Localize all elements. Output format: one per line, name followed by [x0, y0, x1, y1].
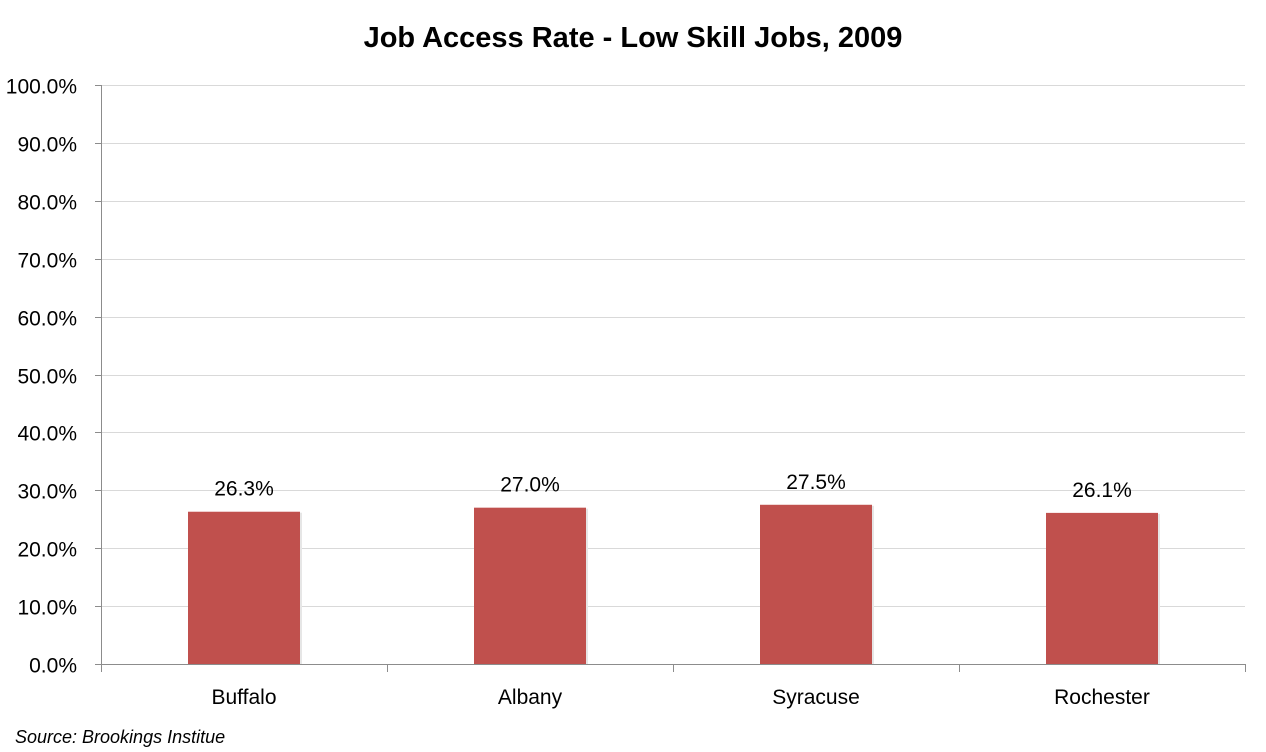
- bars: [188, 504, 1160, 664]
- data-label: 27.5%: [786, 471, 846, 494]
- data-label: 27.0%: [500, 474, 560, 497]
- data-label: 26.3%: [214, 478, 274, 501]
- bar-syracuse: [760, 504, 872, 664]
- data-label: 26.1%: [1072, 479, 1132, 502]
- x-tick-label: Rochester: [1054, 686, 1150, 709]
- x-tick-label: Buffalo: [212, 686, 277, 709]
- y-tick-label: 0.0%: [29, 655, 77, 678]
- bar-buffalo: [188, 511, 300, 664]
- y-tick-label: 100.0%: [6, 76, 77, 99]
- y-tick-labels: 0.0% 10.0% 20.0% 30.0% 40.0% 50.0% 60.0% 70.0% 8…: [6, 76, 77, 678]
- x-tick-labels: Buffalo Albany Syracuse Rochester: [212, 686, 1150, 709]
- y-tick-label: 80.0%: [17, 192, 77, 215]
- bar-albany: [474, 507, 586, 664]
- y-tick-label: 90.0%: [17, 134, 77, 157]
- bar-rochester: [1046, 512, 1158, 664]
- y-tick-label: 20.0%: [17, 539, 77, 562]
- y-tick-label: 60.0%: [17, 308, 77, 331]
- gridlines: [101, 85, 1245, 607]
- y-tick-label: 40.0%: [17, 423, 77, 446]
- y-tick-label: 30.0%: [17, 481, 77, 504]
- source-note: Source: Brookings Institue: [15, 727, 226, 747]
- y-tick-label: 10.0%: [17, 597, 77, 620]
- chart-title: Job Access Rate - Low Skill Jobs, 2009: [363, 22, 903, 54]
- x-tick-label: Syracuse: [772, 686, 860, 709]
- data-labels: 26.3% 27.0% 27.5% 26.1%: [214, 471, 1132, 502]
- axes: [95, 85, 1246, 672]
- y-tick-label: 70.0%: [17, 250, 77, 273]
- y-tick-label: 50.0%: [17, 366, 77, 389]
- x-tick-label: Albany: [498, 686, 563, 709]
